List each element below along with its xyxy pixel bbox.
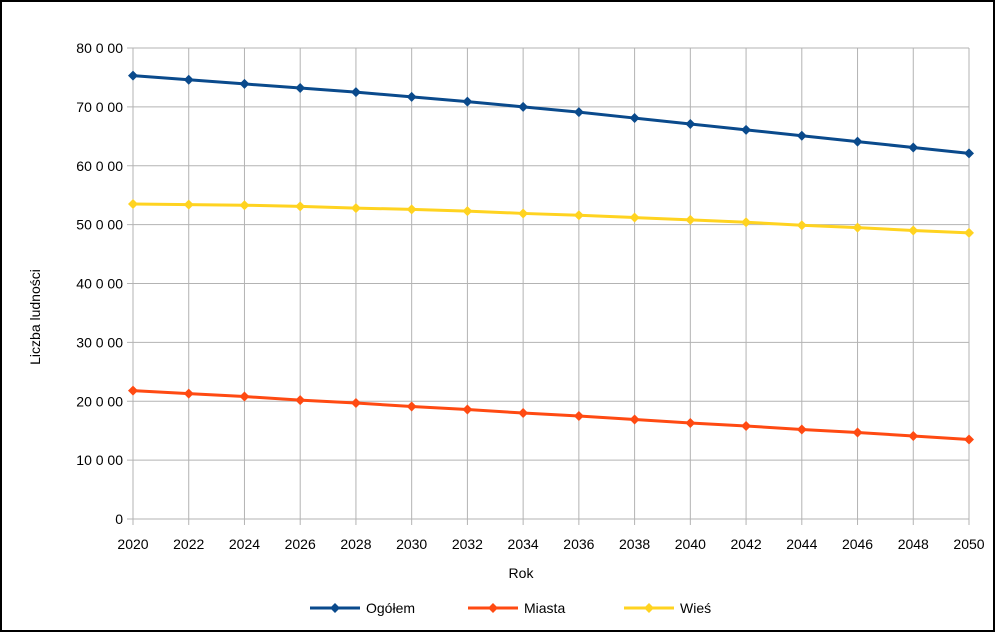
data-point [796, 424, 807, 435]
data-point [685, 118, 696, 129]
data-point [462, 404, 473, 415]
legend-label: Ogółem [366, 600, 415, 616]
y-tick-label: 30 0 00 [76, 334, 123, 350]
data-point [908, 430, 919, 441]
y-tick-label: 10 0 00 [76, 452, 123, 468]
data-point [239, 200, 250, 211]
data-point [796, 220, 807, 231]
data-point [183, 388, 194, 399]
legend-marker [488, 603, 498, 613]
data-point [518, 208, 529, 219]
x-tick-label: 2040 [675, 536, 706, 552]
data-point [852, 222, 863, 233]
data-point [295, 83, 306, 94]
data-point [239, 78, 250, 89]
data-point [518, 101, 529, 112]
legend: Ogółem Miasta Wieś [310, 600, 711, 616]
x-tick-label: 2026 [285, 536, 316, 552]
data-point [128, 70, 138, 81]
y-tick-label: 70 0 00 [76, 99, 123, 115]
data-point [295, 395, 306, 406]
data-point [462, 206, 473, 217]
y-tick-label: 20 0 00 [76, 393, 123, 409]
x-tick-label: 2036 [563, 536, 594, 552]
data-point [406, 204, 417, 215]
data-point [852, 427, 863, 438]
data-point [629, 113, 640, 124]
data-point [350, 87, 361, 98]
data-point [128, 199, 138, 210]
data-point [964, 148, 974, 159]
data-point [685, 214, 696, 225]
series-line-2 [132, 202, 970, 235]
data-point [573, 107, 584, 118]
data-point [406, 91, 417, 102]
data-point [573, 210, 584, 221]
y-axis-title: Liczba ludności [27, 269, 43, 365]
legend-marker [644, 603, 654, 613]
data-point [350, 203, 361, 214]
series-line-1 [132, 389, 970, 442]
data-point [964, 227, 974, 238]
series-group [128, 70, 974, 445]
x-tick-label: 2020 [117, 536, 148, 552]
data-point [908, 142, 919, 153]
x-tick-label: 2038 [619, 536, 650, 552]
legend-label: Wieś [680, 600, 711, 616]
data-point [350, 398, 361, 409]
data-point [629, 414, 640, 425]
x-tick-label: 2044 [786, 536, 817, 552]
series-line-0 [132, 74, 970, 155]
legend-label: Miasta [524, 600, 565, 616]
data-point [573, 410, 584, 421]
x-tick-label: 2032 [452, 536, 483, 552]
data-point [852, 136, 863, 147]
data-point [908, 225, 919, 236]
x-tick-label: 2046 [842, 536, 873, 552]
data-point [685, 418, 696, 429]
data-point [183, 199, 194, 210]
x-axis-title: Rok [509, 565, 535, 581]
y-tick-label: 40 0 00 [76, 276, 123, 292]
y-tick-label: 80 0 00 [76, 40, 123, 56]
legend-marker [330, 603, 340, 613]
x-tick-label: 2024 [229, 536, 260, 552]
data-point [741, 124, 752, 135]
data-point [964, 434, 974, 445]
y-axis-ticks: 0 10 0 00 20 0 00 30 0 00 40 0 00 50 0 00 60 0… [76, 40, 123, 527]
x-tick-label: 2034 [508, 536, 539, 552]
y-tick-label: 0 [115, 511, 123, 527]
x-tick-label: 2042 [730, 536, 761, 552]
data-point [406, 401, 417, 412]
y-tick-label: 50 0 00 [76, 217, 123, 233]
y-tick-label: 60 0 00 [76, 158, 123, 174]
gridlines [127, 47, 970, 525]
x-tick-label: 2022 [173, 536, 204, 552]
data-point [741, 420, 752, 431]
data-point [239, 391, 250, 402]
x-tick-label: 2048 [898, 536, 929, 552]
data-point [183, 74, 194, 85]
data-point [741, 217, 752, 228]
data-point [128, 385, 138, 396]
data-point [295, 201, 306, 212]
data-point [518, 408, 529, 419]
x-axis-ticks: 2020 2022 2024 2026 2028 2030 2032 2034 2036 2038… [117, 536, 984, 552]
x-tick-label: 2028 [340, 536, 371, 552]
data-point [629, 212, 640, 223]
data-point [462, 96, 473, 107]
data-point [796, 130, 807, 141]
x-tick-label: 2030 [396, 536, 427, 552]
x-tick-label: 2050 [953, 536, 984, 552]
